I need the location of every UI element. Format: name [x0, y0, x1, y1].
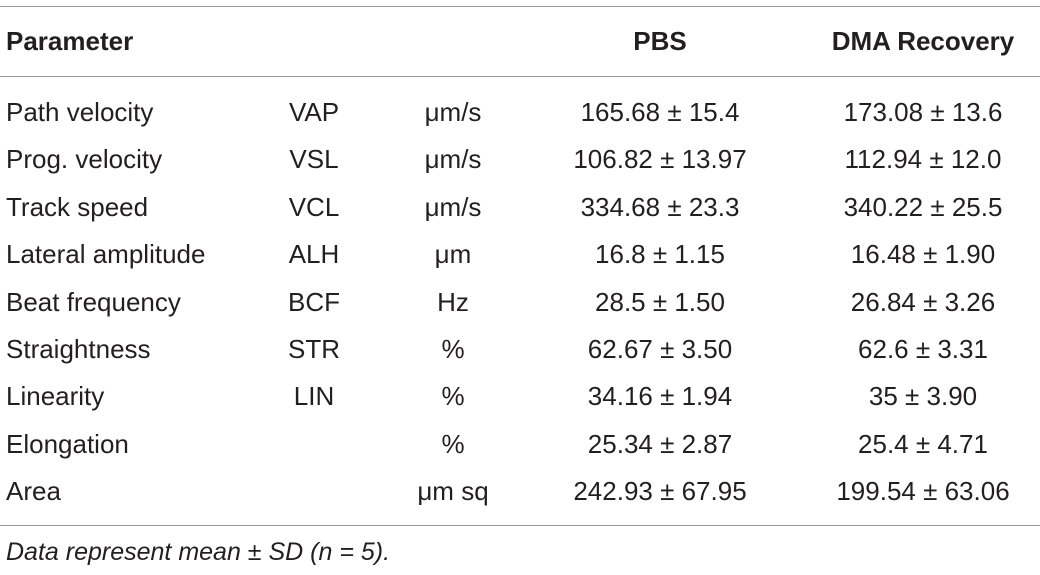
row-parameter: Prog. velocity [6, 144, 163, 174]
row-abbreviation: VAP [288, 97, 340, 127]
row-pbs-value: 62.67 ± 3.50 [587, 334, 733, 364]
row-unit: μm/s [424, 192, 482, 222]
row-parameter: Linearity [6, 381, 105, 411]
row-abbreviation: VCL [288, 192, 340, 222]
row-unit: % [441, 381, 465, 411]
row-abbreviation: STR [288, 334, 340, 364]
header-pbs: PBS [633, 26, 687, 56]
row-unit: % [441, 334, 465, 364]
row-parameter: Track speed [6, 192, 149, 222]
row-pbs-value: 34.16 ± 1.94 [587, 381, 733, 411]
row-dma-value: 173.08 ± 13.6 [843, 97, 1003, 127]
row-dma-value: 340.22 ± 25.5 [843, 192, 1003, 222]
row-pbs-value: 334.68 ± 23.3 [580, 192, 740, 222]
row-dma-value: 62.6 ± 3.31 [858, 334, 988, 364]
row-unit: Hz [437, 287, 469, 317]
row-dma-value: 16.48 ± 1.90 [850, 239, 996, 269]
row-dma-value: 112.94 ± 12.0 [844, 144, 1002, 174]
row-pbs-value: 16.8 ± 1.15 [595, 239, 725, 269]
row-unit: μm sq [417, 476, 489, 506]
table-bottom-rule [0, 525, 1040, 526]
row-pbs-value: 106.82 ± 13.97 [573, 144, 747, 174]
row-parameter: Path velocity [6, 97, 154, 127]
row-parameter: Area [6, 476, 61, 506]
row-unit: μm/s [424, 144, 482, 174]
row-parameter: Elongation [6, 429, 129, 459]
table-header-rule [0, 76, 1040, 77]
row-abbreviation: LIN [293, 381, 335, 411]
row-pbs-value: 165.68 ± 15.4 [580, 97, 740, 127]
row-dma-value: 26.84 ± 3.26 [850, 287, 996, 317]
row-unit: μm/s [424, 97, 482, 127]
row-parameter: Lateral amplitude [6, 239, 206, 269]
row-pbs-value: 28.5 ± 1.50 [595, 287, 725, 317]
table-top-rule [0, 6, 1040, 7]
row-pbs-value: 242.93 ± 67.95 [573, 476, 747, 506]
row-dma-value: 25.4 ± 4.71 [858, 429, 988, 459]
row-pbs-value: 25.34 ± 2.87 [587, 429, 733, 459]
row-abbreviation: VSL [289, 144, 339, 174]
row-dma-value: 35 ± 3.90 [868, 381, 978, 411]
row-unit: % [441, 429, 465, 459]
row-abbreviation: BCF [288, 287, 340, 317]
row-unit: μm [434, 239, 472, 269]
header-parameter: Parameter [6, 26, 134, 56]
row-parameter: Straightness [6, 334, 151, 364]
table-footnote: Data represent mean ± SD (n = 5). [6, 538, 391, 566]
row-dma-value: 199.54 ± 63.06 [836, 476, 1010, 506]
header-dma-recovery: DMA Recovery [831, 26, 1015, 56]
row-parameter: Beat frequency [6, 287, 181, 317]
row-abbreviation: ALH [288, 239, 340, 269]
